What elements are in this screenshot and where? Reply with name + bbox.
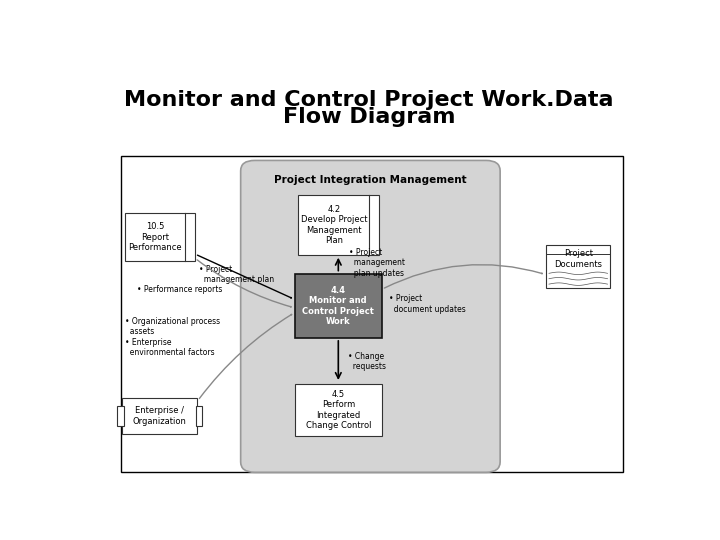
FancyBboxPatch shape <box>121 156 623 473</box>
Text: • Change
  requests: • Change requests <box>348 352 386 371</box>
Text: • Project
  management plan: • Project management plan <box>199 265 274 285</box>
FancyBboxPatch shape <box>240 160 500 473</box>
Text: Flow Diagram: Flow Diagram <box>283 107 455 127</box>
FancyArrowPatch shape <box>197 260 291 307</box>
Text: 4.5
Perform
Integrated
Change Control: 4.5 Perform Integrated Change Control <box>305 390 371 430</box>
Text: Project
Documents: Project Documents <box>554 249 602 269</box>
FancyArrowPatch shape <box>197 255 292 298</box>
Text: • Project
  document updates: • Project document updates <box>389 294 465 314</box>
FancyBboxPatch shape <box>295 384 382 436</box>
FancyArrowPatch shape <box>199 314 292 399</box>
FancyBboxPatch shape <box>117 407 124 426</box>
Text: Project Integration Management: Project Integration Management <box>274 176 467 185</box>
Text: 4.2
Develop Project
Management
Plan: 4.2 Develop Project Management Plan <box>300 205 367 245</box>
FancyBboxPatch shape <box>298 195 379 255</box>
Text: • Organizational process
  assets
• Enterprise
  environmental factors: • Organizational process assets • Enterp… <box>125 317 220 357</box>
FancyBboxPatch shape <box>122 399 197 434</box>
Text: Enterprise /
Organization: Enterprise / Organization <box>132 407 186 426</box>
FancyBboxPatch shape <box>546 245 611 288</box>
Text: 10.5
Report
Performance: 10.5 Report Performance <box>128 222 182 252</box>
Text: • Project
  management
  plan updates: • Project management plan updates <box>349 248 405 278</box>
FancyBboxPatch shape <box>196 407 202 426</box>
Text: Monitor and Control Project Work.Data: Monitor and Control Project Work.Data <box>125 90 613 110</box>
Text: 4.4
Monitor and
Control Project
Work: 4.4 Monitor and Control Project Work <box>302 286 374 326</box>
Text: • Performance reports: • Performance reports <box>138 285 222 294</box>
FancyBboxPatch shape <box>125 213 194 261</box>
FancyBboxPatch shape <box>295 274 382 338</box>
FancyArrowPatch shape <box>384 265 542 288</box>
